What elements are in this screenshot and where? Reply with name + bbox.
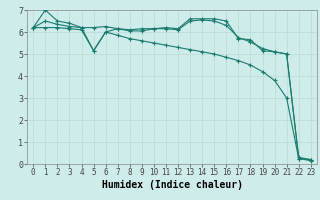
X-axis label: Humidex (Indice chaleur): Humidex (Indice chaleur) bbox=[101, 180, 243, 190]
